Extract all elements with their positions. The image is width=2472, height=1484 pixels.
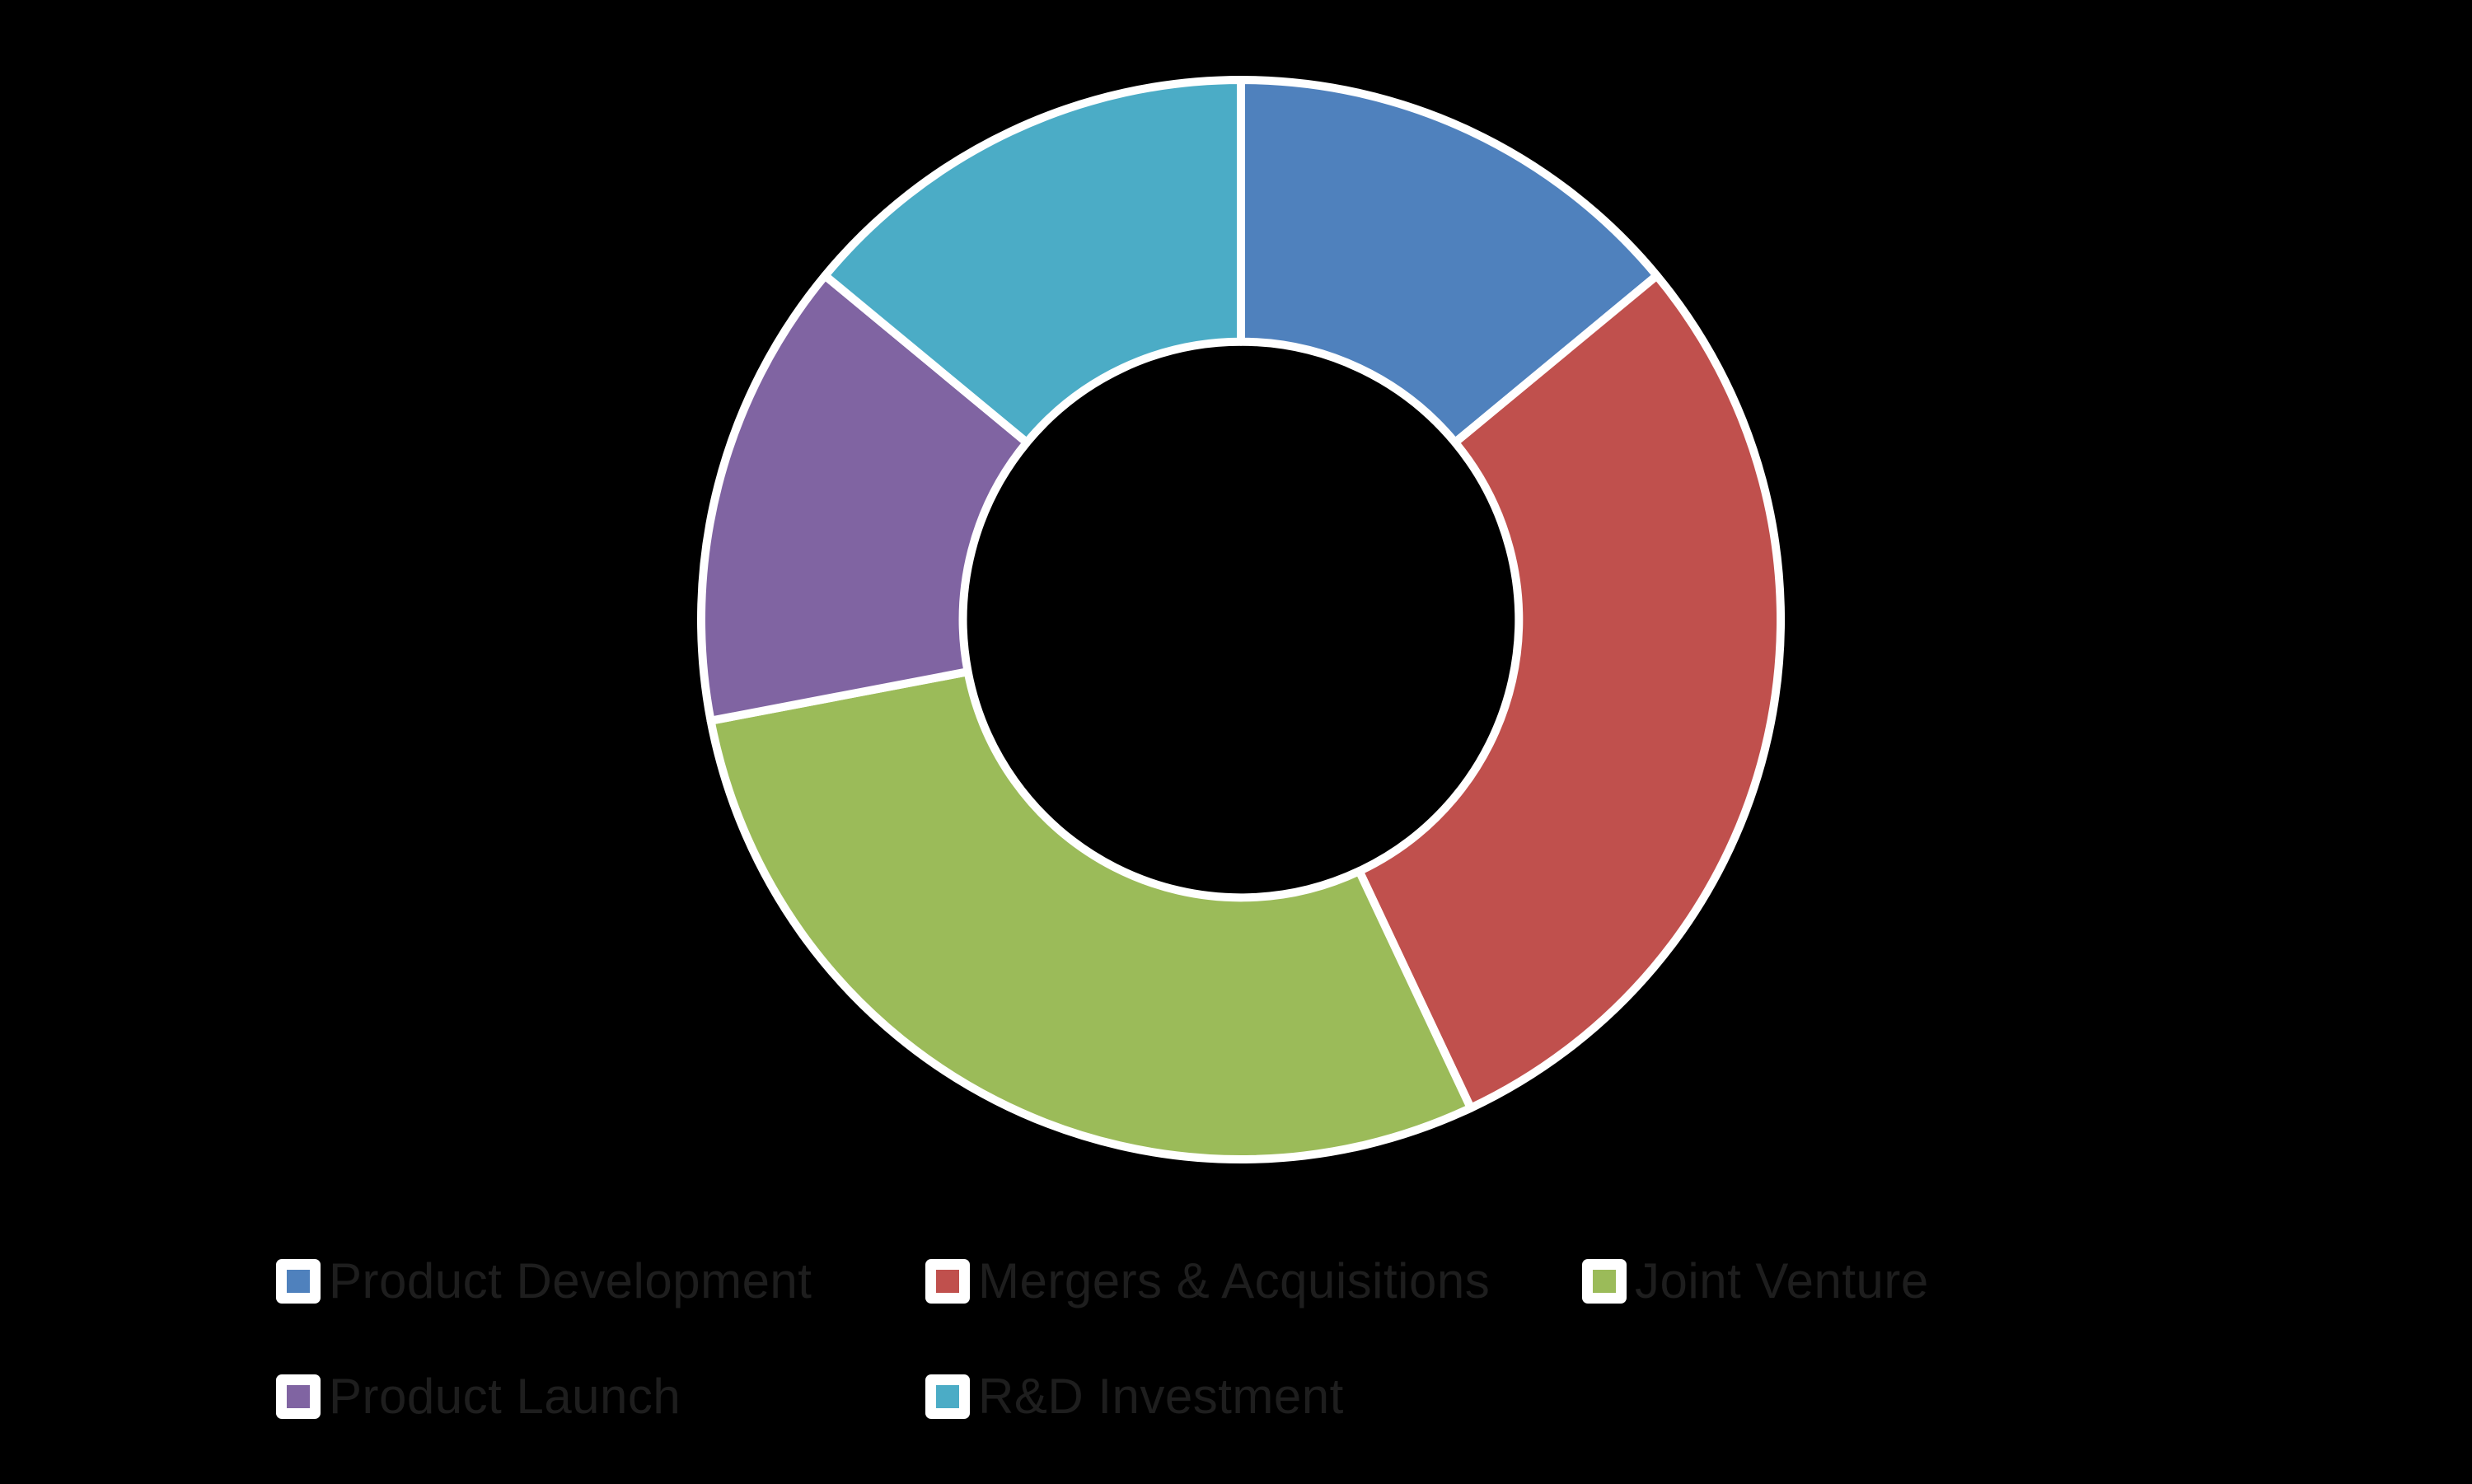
legend-label-product-development: Product Development <box>329 1253 812 1308</box>
legend-key-joint-venture <box>1582 1259 1627 1304</box>
legend-item-product-development: Product Development <box>276 1257 812 1306</box>
legend-swatch-product-development <box>287 1270 310 1293</box>
legend-label-joint-venture: Joint Venture <box>1635 1253 1929 1308</box>
donut-segment-mergers-and-acquisitions <box>1355 271 1786 1112</box>
legend-swatch-joint-venture <box>1593 1270 1616 1293</box>
donut-segment-product-development <box>1237 76 1661 447</box>
legend-item-mergers-and-acquisitions: Mergers & Acquisitions <box>925 1257 1490 1306</box>
donut-segment-randd-investment <box>821 76 1245 447</box>
legend-swatch-randd-investment <box>936 1385 959 1408</box>
donut-segment-product-launch <box>697 271 1032 725</box>
legend-key-mergers-and-acquisitions <box>925 1259 970 1304</box>
legend-item-joint-venture: Joint Venture <box>1582 1257 1929 1306</box>
legend-swatch-mergers-and-acquisitions <box>936 1270 959 1293</box>
legend-swatch-product-launch <box>287 1385 310 1408</box>
legend-label-product-launch: Product Launch <box>329 1369 681 1424</box>
legend-item-randd-investment: R&D Investment <box>925 1372 1344 1421</box>
legend-key-product-development <box>276 1259 321 1304</box>
legend-label-mergers-and-acquisitions: Mergers & Acquisitions <box>978 1253 1491 1308</box>
donut-segment-joint-venture <box>706 667 1475 1163</box>
donut-chart <box>697 76 1786 1163</box>
legend-key-randd-investment <box>925 1374 970 1419</box>
legend-item-product-launch: Product Launch <box>276 1372 681 1421</box>
legend-label-randd-investment: R&D Investment <box>978 1369 1344 1424</box>
legend-key-product-launch <box>276 1374 321 1419</box>
